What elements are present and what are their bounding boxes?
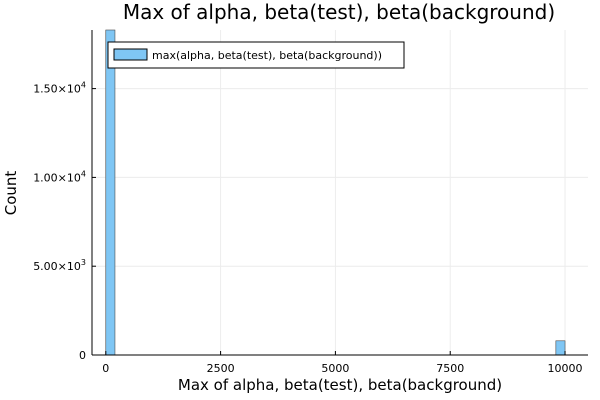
legend-swatch	[113, 48, 148, 61]
legend: max(alpha, beta(test), beta(background))	[107, 41, 405, 69]
legend-label: max(alpha, beta(test), beta(background))	[152, 49, 382, 62]
x-tick-label: 7500	[436, 362, 464, 375]
histogram-bar	[105, 29, 116, 356]
y-tick-label: 1.00×104	[33, 169, 86, 184]
y-tick-labels: 0 5.00×103 1.00×104 1.50×104	[33, 81, 86, 362]
grid	[92, 30, 588, 356]
x-tick-label: 0	[102, 362, 109, 375]
x-tick-labels: 0 2500 5000 7500 10000	[102, 362, 582, 375]
histogram-bar	[555, 340, 566, 356]
x-tick-label: 2500	[207, 362, 235, 375]
legend-box	[107, 41, 405, 69]
x-tick-label: 5000	[321, 362, 349, 375]
y-tick-label: 5.00×103	[33, 258, 86, 273]
y-axis-label: Count	[2, 171, 20, 216]
y-tick-label: 1.50×104	[33, 81, 86, 96]
x-tick-label: 10000	[548, 362, 583, 375]
axes	[91, 30, 588, 356]
y-tick-label: 0	[79, 349, 86, 362]
x-axis-label: Max of alpha, beta(test), beta(backgroun…	[178, 376, 502, 394]
chart-title: Max of alpha, beta(test), beta(backgroun…	[123, 0, 555, 24]
